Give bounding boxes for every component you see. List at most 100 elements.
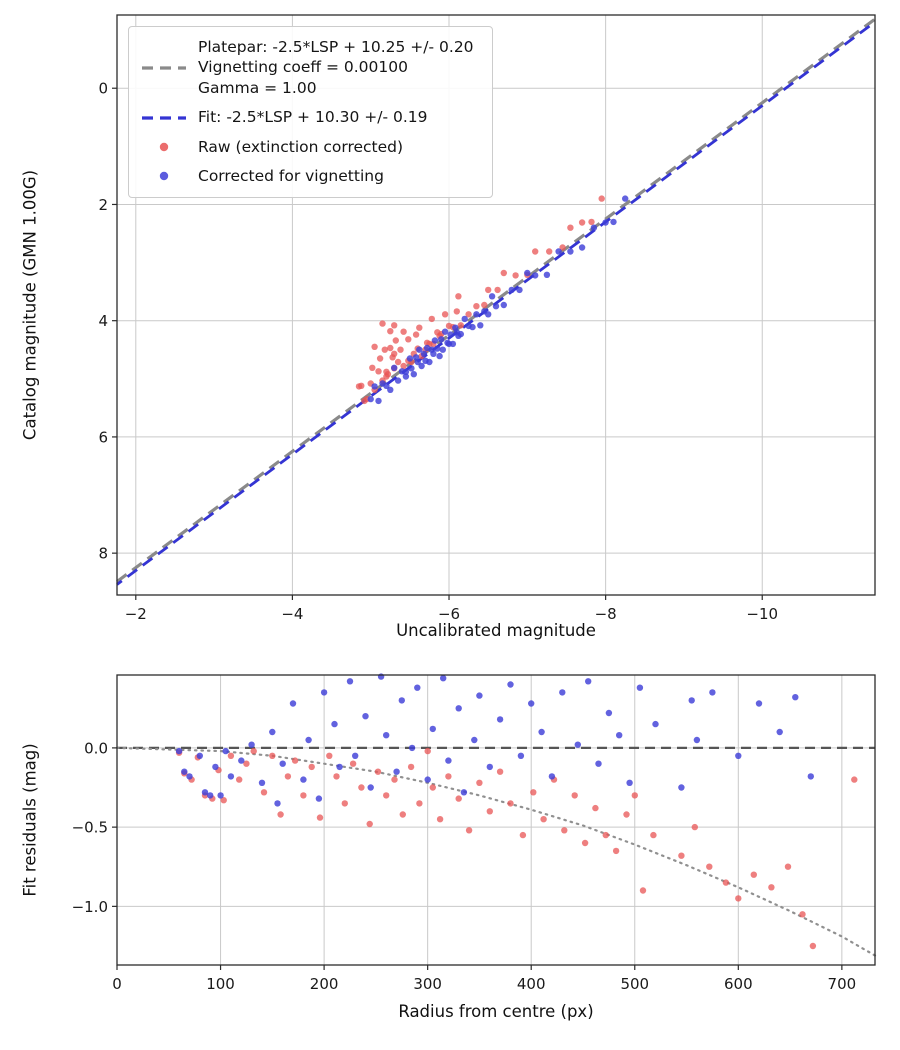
point-raw [416,800,423,807]
point-raw [284,773,292,780]
point-raw [750,871,757,878]
vignetting-curve [115,746,877,957]
point-raw [227,752,235,759]
point-vignetting-corrected [383,732,390,739]
point-raw [612,847,620,855]
point-raw [391,322,398,329]
point-vignetting-corrected [398,697,405,704]
point-raw [650,831,657,839]
point-raw [722,879,730,886]
point-raw [457,322,464,329]
point-raw [567,224,574,231]
point-vignetting-corrected [585,678,592,685]
legend-label-line: Platepar: -2.5*LSP + 10.25 +/- 0.20 [198,38,474,56]
legend-label: Raw (extinction corrected) [198,137,403,157]
point-raw [784,863,792,870]
point-raw [512,272,519,279]
point-raw [639,887,647,894]
point-raw [519,831,527,839]
point-raw [383,368,390,375]
point-vignetting-corrected [455,705,462,712]
point-vignetting-corrected [426,358,433,366]
point-vignetting-corrected [394,377,402,384]
point-vignetting-corrected [416,346,423,353]
point-raw [455,293,462,300]
point-raw [361,397,368,405]
legend-marker-icon [141,169,187,183]
point-raw [383,792,390,799]
point-vignetting-corrected [439,346,446,353]
point-vignetting-corrected [429,725,436,733]
point-vignetting-corrected [320,689,328,696]
point-raw [400,362,407,370]
point-raw [269,752,276,759]
point-vignetting-corrected [406,355,414,362]
point-raw [809,942,817,950]
point-raw [416,324,423,331]
point-vignetting-corrected [486,763,493,771]
point-vignetting-corrected [652,720,659,728]
point-vignetting-corrected [500,301,507,309]
point-raw [598,195,605,202]
point-vignetting-corrected [212,763,219,771]
point-vignetting-corrected [274,800,281,807]
point-vignetting-corrected [393,768,400,775]
point-vignetting-corrected [555,248,562,255]
point-vignetting-corrected [436,352,443,360]
top-yaxis-label: Catalog magnitude (GMN 1.00G) [20,169,40,441]
point-vignetting-corrected [532,272,539,279]
bottom-xaxis-label: Radius from centre (px) [398,1002,594,1021]
y-tick-label: 0 [98,80,108,98]
point-vignetting-corrected [289,700,297,707]
point-raw [496,768,504,775]
point-raw [455,795,462,802]
point-vignetting-corrected [408,744,416,752]
point-raw [391,350,398,357]
point-raw [399,811,406,818]
point-raw [768,884,775,891]
point-raw [532,248,539,255]
point-raw [623,811,630,818]
y-tick-label: 8 [98,545,108,563]
point-vignetting-corrected [517,752,525,759]
y-tick-label: 6 [98,428,108,446]
x-tick-label: 600 [724,975,753,993]
point-raw [397,346,404,353]
point-raw [500,269,507,277]
point-raw [243,760,250,767]
point-vignetting-corrected [590,224,598,231]
point-raw [392,337,399,344]
point-raw [407,763,415,771]
point-vignetting-corrected [375,397,382,405]
point-raw [391,776,398,783]
point-raw [485,286,492,294]
point-vignetting-corrected [469,323,476,331]
point-raw [236,776,243,783]
legend-label: Platepar: -2.5*LSP + 10.25 +/- 0.20 Vigne… [198,37,474,98]
point-vignetting-corrected [473,311,480,318]
point-raw [588,218,595,226]
point-vignetting-corrected [391,364,398,371]
point-vignetting-corrected [181,768,188,775]
point-vignetting-corrected [626,779,633,786]
point-vignetting-corrected [336,763,343,771]
point-vignetting-corrected [410,371,417,378]
point-vignetting-corrected [538,728,545,736]
point-vignetting-corrected [471,736,478,744]
legend-entry: Fit: -2.5*LSP + 10.30 +/- 0.19 [141,107,474,127]
point-vignetting-corrected [688,697,695,704]
point-vignetting-corrected [331,720,338,728]
legend: Platepar: -2.5*LSP + 10.25 +/- 0.20 Vigne… [128,26,493,198]
point-vignetting-corrected [367,395,374,403]
x-tick-label: −4 [281,605,303,623]
point-vignetting-corrected [441,328,449,335]
point-vignetting-corrected [636,684,644,691]
point-vignetting-corrected [516,286,523,294]
point-raw [473,303,480,310]
point-vignetting-corrected [414,684,421,691]
x-tick-label: 700 [828,975,857,993]
point-vignetting-corrected [414,358,421,366]
point-raw [371,343,378,350]
